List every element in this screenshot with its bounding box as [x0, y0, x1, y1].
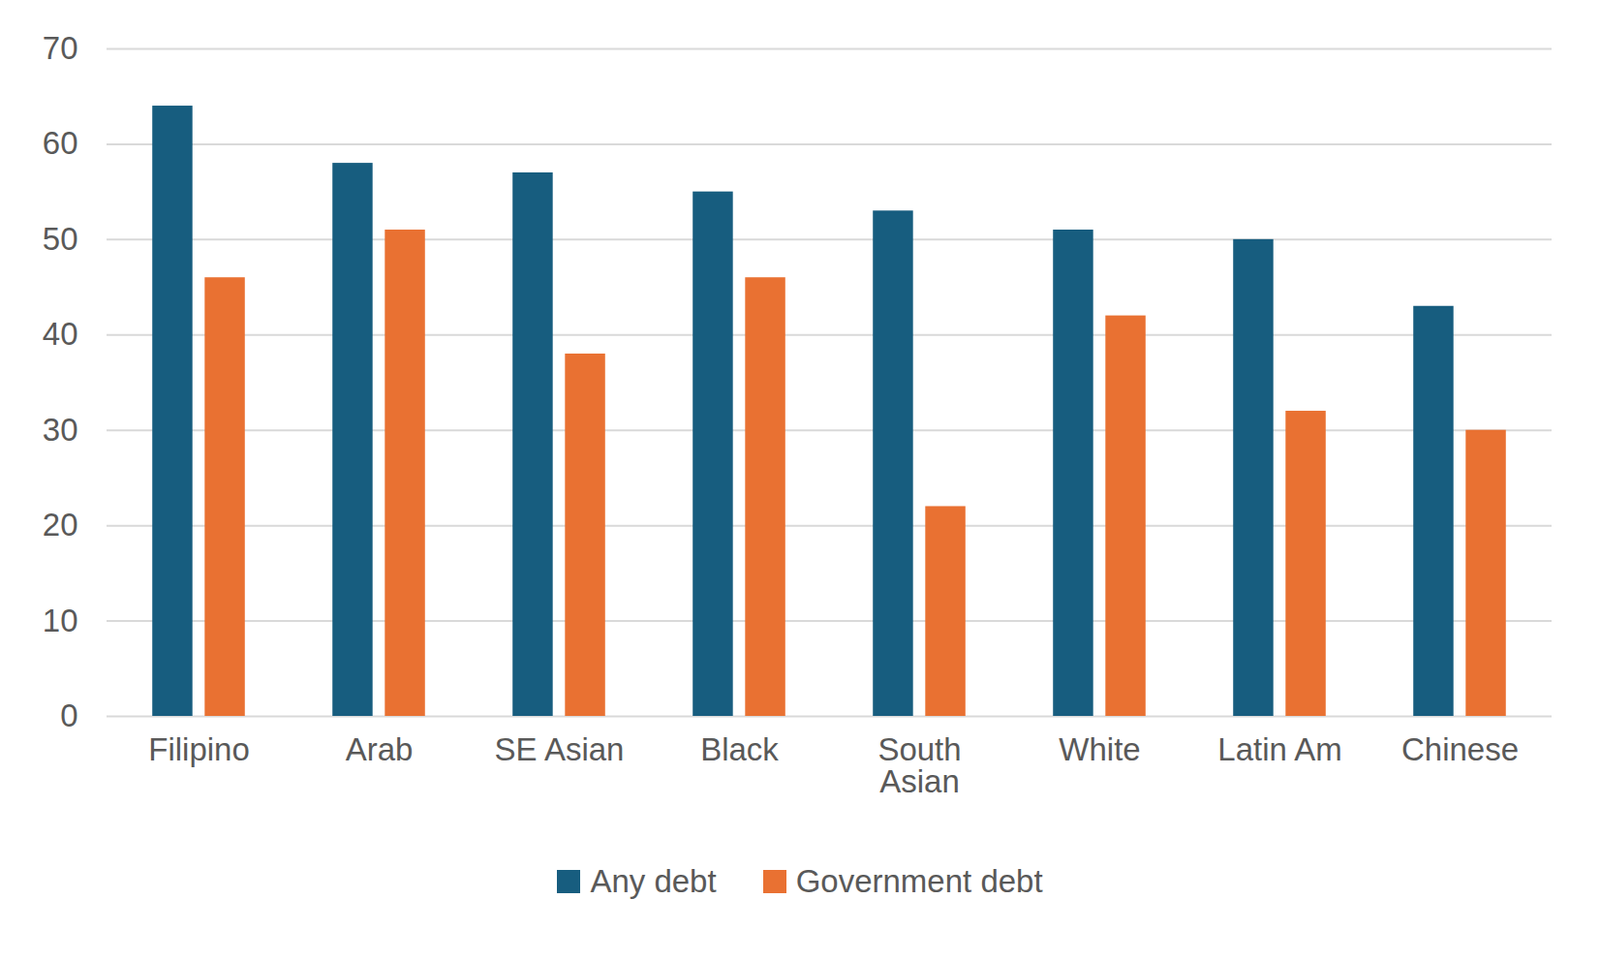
svg-text:20: 20: [42, 506, 79, 543]
svg-text:40: 40: [42, 315, 79, 352]
svg-text:Arab: Arab: [345, 731, 414, 768]
svg-text:Latin Am: Latin Am: [1217, 731, 1342, 768]
svg-text:SE Asian: SE Asian: [494, 731, 625, 768]
svg-text:White: White: [1058, 731, 1140, 768]
svg-text:Black: Black: [700, 731, 779, 768]
svg-text:Filipino: Filipino: [148, 731, 250, 768]
html-text:Any debt: Any debt: [590, 862, 717, 899]
svg-text:0: 0: [60, 697, 78, 734]
svg-text:30: 30: [42, 411, 79, 448]
svg-text:50: 50: [42, 220, 79, 257]
svg-text:70: 70: [42, 30, 79, 66]
html-text:Government debt: Government debt: [795, 862, 1043, 899]
svg-text:10: 10: [42, 602, 79, 639]
svg-text:Chinese: Chinese: [1401, 731, 1519, 768]
svg-text:SouthAsian: SouthAsian: [877, 731, 961, 800]
svg-text:60: 60: [42, 124, 79, 161]
